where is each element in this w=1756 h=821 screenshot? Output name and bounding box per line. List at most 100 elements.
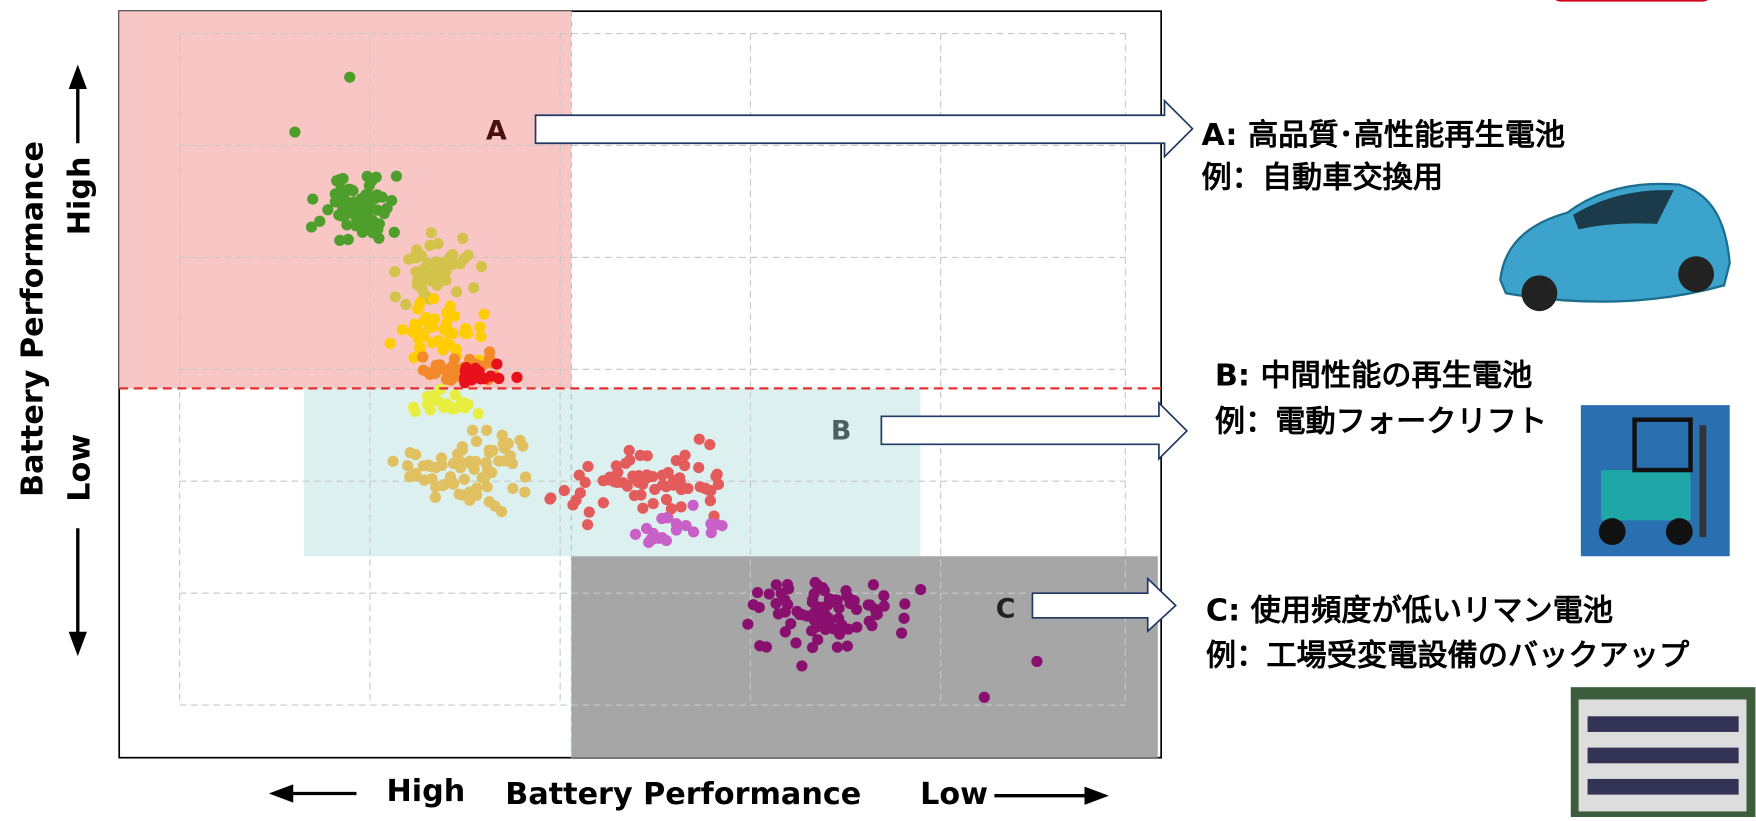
point — [413, 326, 425, 338]
point — [407, 401, 420, 413]
group-title: B: 中間性能の再生電池 — [1215, 359, 1532, 394]
arrow — [880, 400, 1189, 461]
point — [387, 455, 399, 467]
point — [431, 394, 443, 407]
point — [661, 512, 673, 524]
point — [412, 247, 424, 259]
point — [410, 470, 422, 482]
point — [390, 170, 403, 182]
point — [808, 588, 820, 600]
point — [336, 210, 348, 222]
point — [760, 641, 773, 653]
point — [464, 494, 476, 506]
point — [519, 486, 531, 498]
point — [978, 691, 990, 703]
point — [432, 265, 444, 278]
point — [831, 641, 843, 653]
point — [307, 193, 319, 205]
point — [468, 282, 480, 294]
point — [670, 454, 682, 467]
point — [389, 266, 401, 278]
point — [454, 258, 466, 270]
point — [567, 499, 579, 511]
point — [462, 367, 474, 379]
point — [851, 621, 863, 633]
points — [289, 71, 1043, 703]
point — [441, 398, 453, 410]
group-title: A: 高品質･高性能再生電池 — [1201, 118, 1565, 153]
group-title: C: 使用頻度が低いリマン電池 — [1206, 593, 1613, 629]
point — [342, 233, 354, 246]
point — [519, 471, 532, 483]
point — [680, 519, 692, 532]
y-axis-low: Low — [63, 434, 98, 502]
point — [660, 493, 673, 506]
arrow — [534, 98, 1194, 159]
point — [878, 590, 890, 602]
point — [481, 424, 493, 436]
point — [770, 579, 782, 591]
point — [796, 660, 808, 672]
point — [458, 473, 470, 486]
point — [442, 325, 454, 337]
point — [812, 634, 824, 646]
point — [424, 321, 436, 333]
point — [675, 483, 687, 496]
point — [289, 126, 301, 138]
point — [742, 618, 754, 630]
point — [705, 527, 717, 539]
point — [751, 587, 764, 599]
point — [817, 582, 829, 594]
point — [410, 266, 422, 278]
point — [667, 474, 680, 486]
point — [444, 251, 457, 263]
point — [450, 402, 462, 414]
x-axis-title: Battery Performance — [505, 777, 861, 812]
point — [396, 324, 409, 336]
point — [712, 478, 725, 490]
point — [693, 461, 705, 474]
point — [704, 495, 716, 507]
point — [899, 598, 911, 610]
point — [432, 237, 444, 250]
point — [660, 481, 672, 493]
point — [810, 621, 822, 633]
point — [415, 275, 427, 287]
point — [402, 460, 414, 472]
point — [637, 502, 649, 514]
point — [841, 640, 853, 652]
point — [314, 215, 326, 227]
point — [617, 477, 629, 489]
point — [384, 337, 396, 349]
point — [389, 291, 402, 303]
group-example: 例：自動車交換用 — [1201, 160, 1443, 196]
point — [485, 370, 497, 382]
point — [517, 440, 529, 452]
car-photo — [1499, 182, 1731, 312]
point — [558, 484, 570, 497]
axis-arrows — [68, 64, 1109, 805]
region-c — [571, 556, 1158, 758]
point — [440, 338, 452, 350]
point — [747, 599, 759, 611]
point — [863, 615, 875, 627]
point — [582, 460, 594, 473]
point — [670, 518, 682, 530]
point — [496, 429, 508, 441]
point — [360, 189, 372, 201]
point — [493, 455, 505, 467]
point — [640, 522, 653, 535]
point — [483, 496, 495, 508]
point — [426, 337, 438, 349]
point — [440, 373, 453, 385]
y-axis-title: Battery Performance — [16, 141, 51, 497]
point — [679, 449, 691, 461]
point — [475, 260, 488, 273]
point — [429, 491, 441, 503]
point — [610, 460, 622, 472]
point — [353, 214, 365, 226]
region-label: A — [486, 116, 507, 147]
group-example: 例：工場受変電設備のバックアップ — [1206, 637, 1690, 673]
point — [628, 489, 641, 502]
point — [496, 506, 508, 518]
